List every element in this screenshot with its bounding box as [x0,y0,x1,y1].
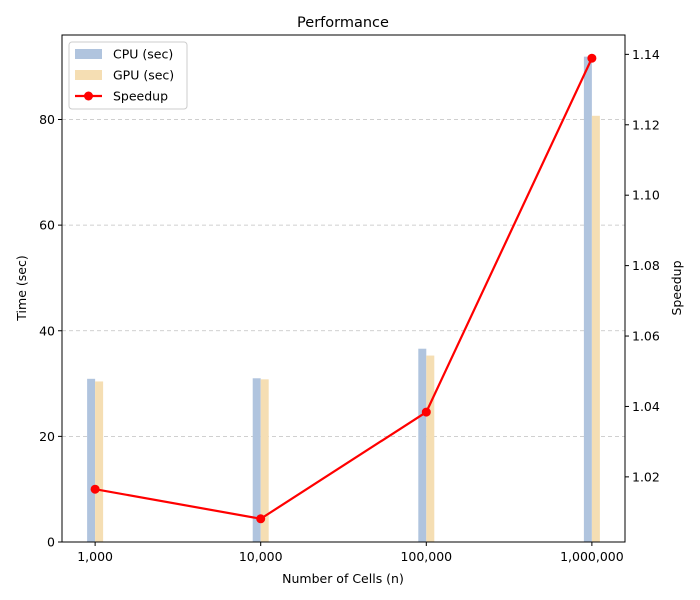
y-left-tick-label: 60 [39,218,55,233]
speedup-point-3 [587,53,597,63]
legend-marker [84,91,93,101]
legend-swatch-0 [75,49,102,59]
grid-lines [62,119,625,437]
gpu-bar-2 [426,355,435,542]
legend-swatch-1 [75,70,102,80]
speedup-point-2 [421,407,431,417]
cpu-bar-2 [418,348,427,542]
x-axis: 1,000 10,000 100,000 1,000,000 [77,542,624,564]
legend-label-1: GPU (sec) [113,68,174,83]
y-right-tick-label: 1.12 [632,117,660,132]
y-right-tick-label: 1.02 [632,469,660,484]
y-axis-left: 0 20 40 60 80 [39,112,62,550]
y-right-tick-label: 1.08 [632,258,660,273]
gpu-bar-3 [591,115,600,542]
legend: CPU (sec) GPU (sec) Speedup [68,41,188,110]
x-tick-label: 10,000 [239,549,283,564]
x-tick-label: 1,000,000 [560,549,624,564]
speedup-line-group [90,53,597,524]
y-left-tick-label: 0 [47,535,55,550]
gpu-bar-0 [95,381,104,542]
y-right-tick-label: 1.10 [632,188,660,203]
speedup-point-0 [90,484,100,494]
y-axis-right-label: Speedup [669,260,684,315]
speedup-line [94,57,593,520]
y-axis-left-label: Time (sec) [14,255,29,321]
speedup-point-1 [256,514,266,524]
gpu-bar-1 [260,379,269,542]
plot-frame [61,34,626,543]
legend-label-2: Speedup [113,89,168,104]
y-right-tick-label: 1.14 [632,47,660,62]
bars-group [87,56,600,542]
y-left-tick-label: 20 [39,429,55,444]
chart-title: Performance [297,15,389,31]
y-right-tick-label: 1.04 [632,399,660,414]
cpu-bar-0 [87,378,96,542]
y-left-tick-label: 40 [39,323,55,338]
y-right-tick-label: 1.06 [632,329,660,344]
y-axis-right: 1.02 1.04 1.06 1.08 1.10 1.12 1.14 [625,47,660,484]
x-tick-label: 1,000 [77,549,113,564]
y-left-tick-label: 80 [39,112,55,127]
x-axis-label: Number of Cells (n) [282,571,404,586]
cpu-bar-3 [583,56,592,542]
cpu-bar-1 [252,378,261,542]
x-tick-label: 100,000 [400,549,452,564]
legend-label-0: CPU (sec) [113,47,173,62]
